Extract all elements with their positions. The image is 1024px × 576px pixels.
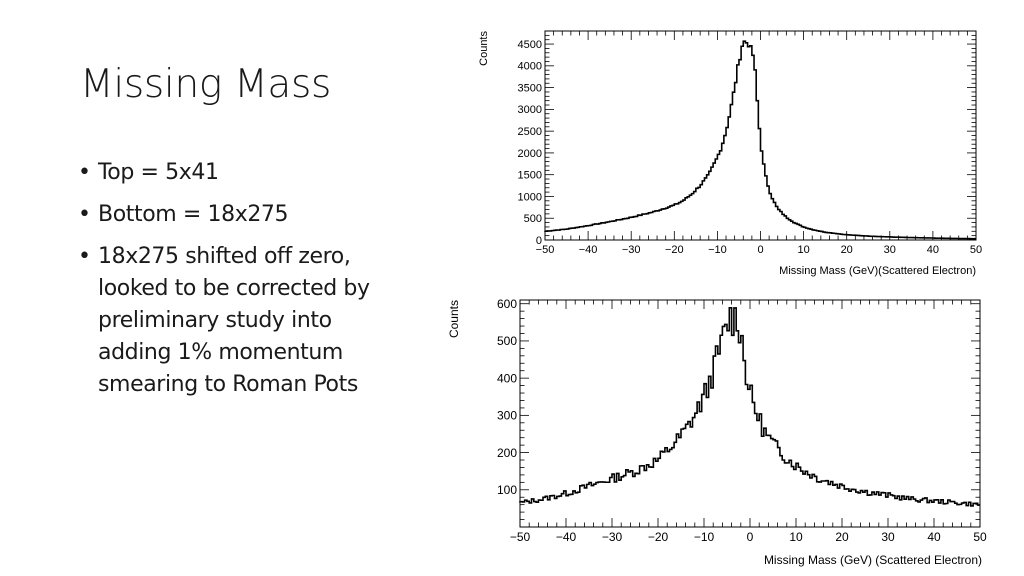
x-axis-label: Missing Mass (GeV) (Scattered Electron)	[764, 553, 982, 567]
x-tick-label: −10	[708, 244, 727, 256]
y-tick-label: 300	[497, 409, 517, 423]
x-tick-label: 10	[789, 530, 803, 544]
x-tick-label: 10	[797, 244, 809, 256]
x-tick-label: −40	[579, 244, 598, 256]
x-tick-label: 50	[973, 530, 987, 544]
y-tick-label: 4500	[518, 39, 542, 51]
x-tick-label: −20	[648, 530, 669, 544]
y-tick-label: 1000	[518, 191, 542, 203]
bullet-item-top: Top = 5x41	[78, 157, 398, 189]
y-tick-label: 4000	[518, 61, 542, 73]
x-tick-label: −10	[694, 530, 715, 544]
histogram-series-line	[519, 307, 980, 507]
x-tick-label: 30	[884, 244, 896, 256]
x-tick-label: 40	[927, 530, 941, 544]
x-tick-label: −30	[602, 530, 623, 544]
histogram-series-line	[544, 40, 976, 240]
x-tick-label: 50	[970, 244, 982, 256]
x-tick-label: 0	[747, 530, 754, 544]
y-tick-label: 1500	[518, 170, 542, 182]
y-tick-label: 500	[524, 213, 542, 225]
x-tick-label: 30	[881, 530, 895, 544]
x-tick-label: 0	[757, 244, 763, 256]
x-tick-label: 20	[841, 244, 853, 256]
x-tick-label: −50	[536, 244, 555, 256]
x-tick-label: −30	[622, 244, 641, 256]
y-tick-label: 2000	[518, 148, 542, 160]
y-axis-label: Counts	[447, 300, 461, 338]
y-tick-label: 3000	[518, 104, 542, 116]
y-tick-label: 400	[497, 371, 517, 385]
y-tick-label: 2500	[518, 126, 542, 138]
bullet-item-note: 18x275 shifted off zero, looked to be co…	[78, 241, 398, 401]
x-tick-label: 40	[927, 244, 939, 256]
x-tick-label: −50	[510, 530, 531, 544]
slide-title: Missing Mass	[80, 62, 332, 107]
bullet-item-bottom: Bottom = 18x275	[78, 199, 398, 231]
x-axis-label: Missing Mass (GeV)(Scattered Electron)	[779, 265, 976, 277]
y-tick-label: 200	[497, 446, 517, 460]
y-tick-label: 100	[497, 483, 517, 497]
x-tick-label: −40	[556, 530, 577, 544]
bullet-list: Top = 5x41 Bottom = 18x275 18x275 shifte…	[78, 157, 398, 411]
x-tick-label: −20	[665, 244, 684, 256]
y-tick-label: 500	[497, 334, 517, 348]
x-tick-label: 20	[835, 530, 849, 544]
y-tick-label: 600	[497, 297, 517, 311]
y-tick-label: 0	[536, 235, 542, 247]
y-tick-label: 3500	[518, 82, 542, 94]
plot-frame	[519, 299, 981, 528]
y-axis-label: Counts	[478, 31, 490, 66]
